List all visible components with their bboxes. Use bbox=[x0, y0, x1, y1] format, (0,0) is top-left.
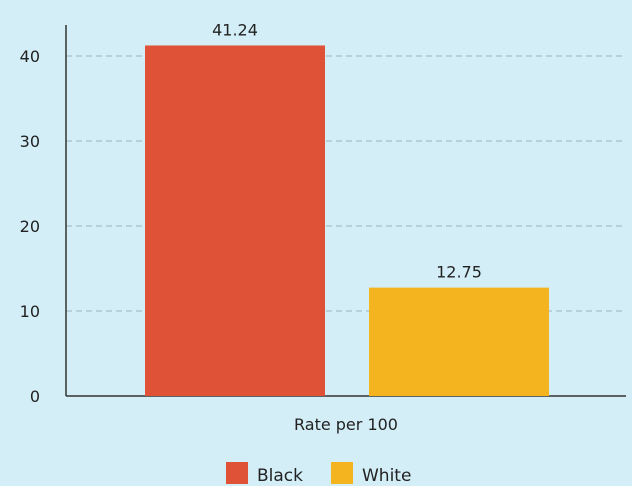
bar-white bbox=[369, 287, 549, 396]
legend: Black White bbox=[226, 462, 411, 486]
legend-label-black[interactable]: Black bbox=[257, 466, 303, 486]
data-label-white: 12.75 bbox=[436, 263, 482, 282]
bar-black bbox=[145, 45, 325, 397]
legend-swatch-black[interactable] bbox=[226, 462, 248, 484]
legend-label-white[interactable]: White bbox=[362, 466, 411, 486]
bars bbox=[145, 45, 549, 397]
y-tick-label-0: 0 bbox=[30, 387, 40, 406]
x-category-label: Rate per 100 bbox=[294, 415, 398, 434]
y-tick-label-10: 10 bbox=[20, 302, 40, 321]
y-tick-label-30: 30 bbox=[20, 132, 40, 151]
data-labels: 41.24 12.75 bbox=[212, 20, 482, 281]
y-tick-label-40: 40 bbox=[20, 47, 40, 66]
legend-swatch-white[interactable] bbox=[331, 462, 353, 484]
data-label-black: 41.24 bbox=[212, 20, 258, 39]
y-tick-labels: 0 10 20 30 40 bbox=[20, 47, 40, 406]
y-tick-label-20: 20 bbox=[20, 217, 40, 236]
